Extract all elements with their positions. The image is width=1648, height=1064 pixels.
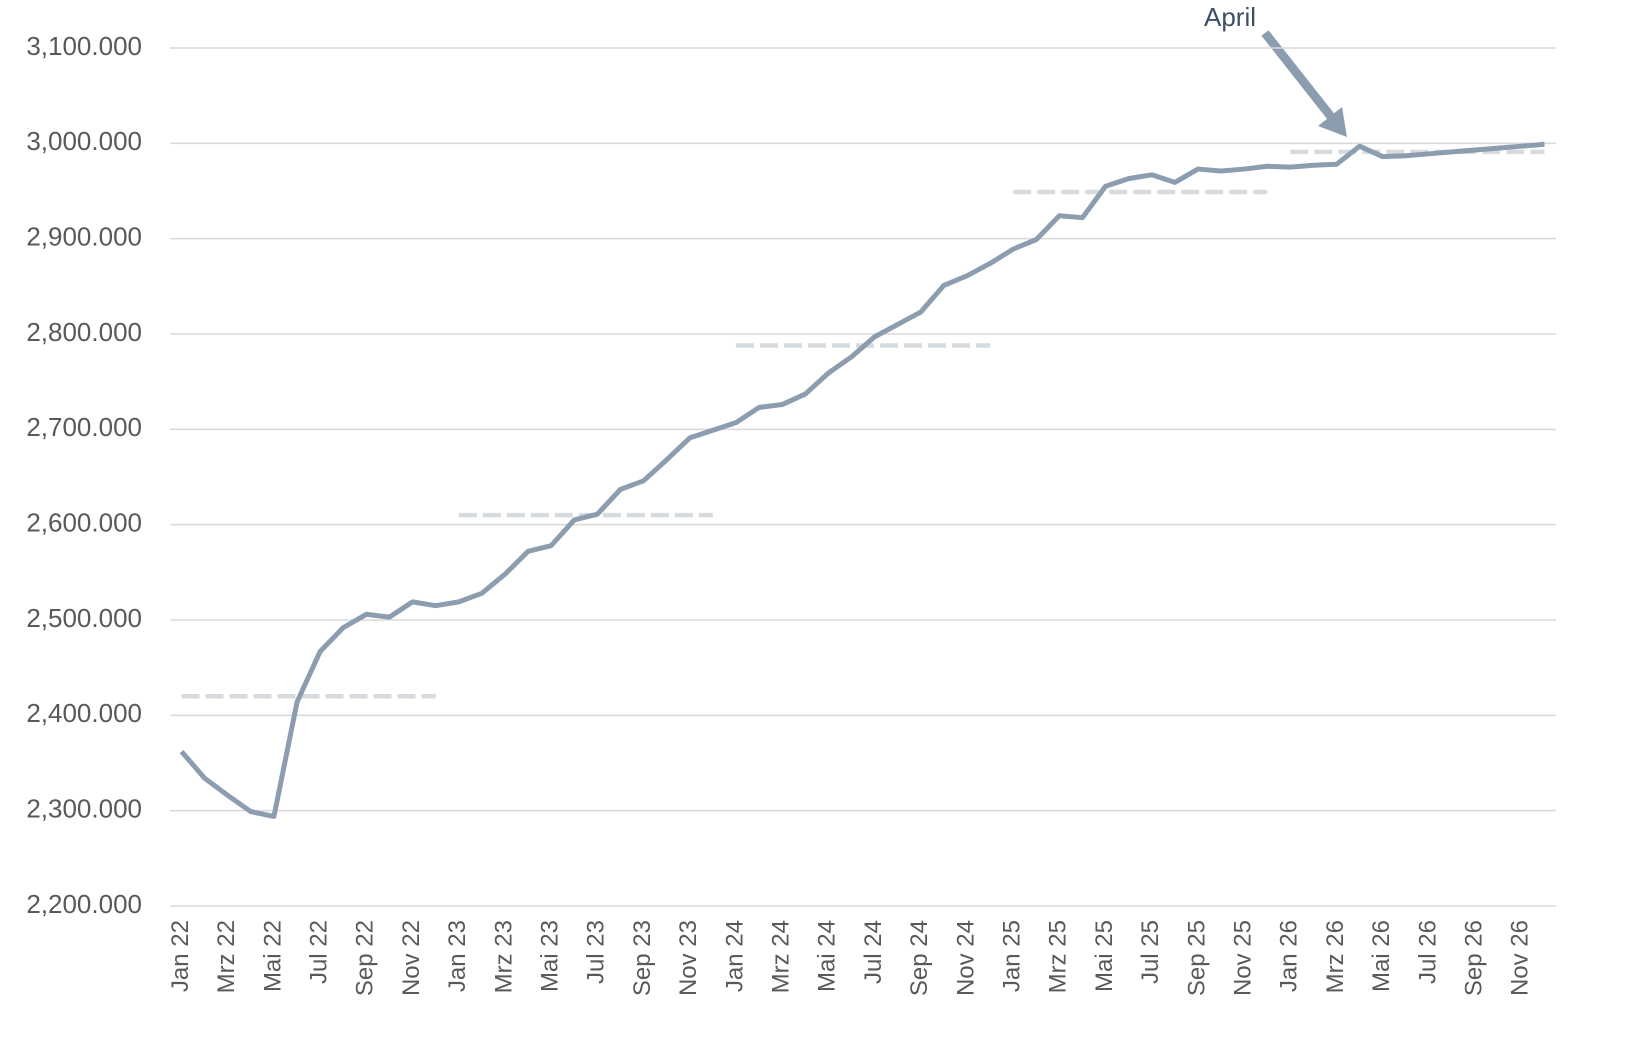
annotation-arrow bbox=[1261, 30, 1336, 121]
x-tick-label: Sep 24 bbox=[906, 920, 933, 996]
x-tick-label: Nov 24 bbox=[952, 920, 979, 996]
y-tick-label: 2,200.000 bbox=[26, 889, 142, 919]
x-tick-label: Nov 26 bbox=[1507, 920, 1534, 996]
annotation-arrowhead bbox=[1318, 107, 1347, 137]
x-tick-label: Mai 24 bbox=[814, 920, 841, 992]
x-tick-label: Mrz 24 bbox=[767, 920, 794, 993]
y-tick-label: 3,100.000 bbox=[26, 31, 142, 61]
x-tick-label: Nov 25 bbox=[1229, 920, 1256, 996]
x-tick-label: Mrz 22 bbox=[213, 920, 240, 993]
y-tick-label: 2,500.000 bbox=[26, 603, 142, 633]
annotation: April bbox=[1204, 2, 1256, 32]
y-tick-label: 2,800.000 bbox=[26, 317, 142, 347]
line bbox=[179, 141, 1545, 819]
x-tick-label: Jan 25 bbox=[998, 920, 1025, 992]
x-tick-label: Sep 25 bbox=[1183, 920, 1210, 996]
x-tick-label: Jan 24 bbox=[721, 920, 748, 992]
y-tick-label: 3,000.000 bbox=[26, 126, 142, 156]
y-tick-label: 2,900.000 bbox=[26, 222, 142, 252]
x-tick-label: Jan 22 bbox=[167, 920, 194, 992]
x-tick-label: Mai 22 bbox=[259, 920, 286, 992]
x-tick-label: Jul 24 bbox=[860, 920, 887, 984]
x-tick-label: Nov 22 bbox=[398, 920, 425, 996]
x-tick-label: Mai 23 bbox=[536, 920, 563, 992]
x-tick-label: Sep 26 bbox=[1460, 920, 1487, 996]
x-tick-label: Sep 23 bbox=[629, 920, 656, 996]
y-tick-label: 2,600.000 bbox=[26, 508, 142, 538]
x-tick-label: Sep 22 bbox=[352, 920, 379, 996]
x-tick-label: Mrz 26 bbox=[1322, 920, 1349, 993]
x-tick-label: Mai 26 bbox=[1368, 920, 1395, 992]
x-tick-label: Mrz 25 bbox=[1045, 920, 1072, 993]
x-tick-label: Mrz 23 bbox=[490, 920, 517, 993]
x-tick-label: Jul 26 bbox=[1414, 920, 1441, 984]
y-tick-label: 2,400.000 bbox=[26, 698, 142, 728]
x-tick-label: Jan 23 bbox=[444, 920, 471, 992]
y-tick-label: 2,300.000 bbox=[26, 794, 142, 824]
x-tick-label: Jul 25 bbox=[1137, 920, 1164, 984]
x-tick-label: Jul 23 bbox=[583, 920, 610, 984]
x-tick-label: Nov 23 bbox=[675, 920, 702, 996]
x-tick-label: Jul 22 bbox=[305, 920, 332, 984]
y-tick-label: 2,700.000 bbox=[26, 412, 142, 442]
x-tick-label: Mai 25 bbox=[1091, 920, 1118, 992]
x-tick-label: Jan 26 bbox=[1276, 920, 1303, 992]
